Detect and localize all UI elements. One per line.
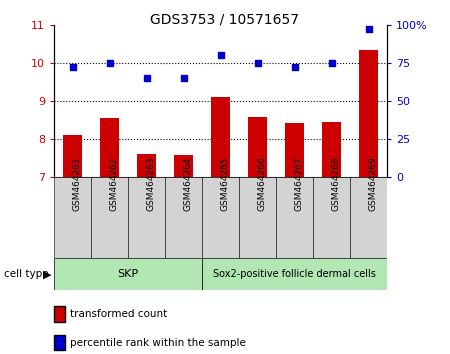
Bar [202,177,239,258]
Text: cell type: cell type [4,269,49,279]
Point [180,75,187,81]
Bar [276,177,313,258]
Bar [100,118,119,177]
Point [291,64,298,70]
Text: GSM464265: GSM464265 [220,156,230,211]
Point [328,60,335,66]
Point [143,75,150,81]
Bar [359,50,378,177]
Text: GSM464267: GSM464267 [294,156,303,211]
Bar [91,177,128,258]
Bar [63,135,82,177]
Bar [54,258,202,290]
Bar [211,97,230,177]
Text: GSM464266: GSM464266 [257,156,266,211]
Text: GSM464269: GSM464269 [369,156,378,211]
Point [69,64,76,70]
Bar [350,177,387,258]
Text: GDS3753 / 10571657: GDS3753 / 10571657 [150,12,300,27]
Text: GSM464263: GSM464263 [147,156,156,211]
Text: GSM464268: GSM464268 [332,156,341,211]
Point [106,60,113,66]
Bar [165,177,202,258]
Point [254,60,261,66]
Bar [174,155,193,177]
Text: ▶: ▶ [43,269,51,279]
Bar [313,177,350,258]
Text: GSM464261: GSM464261 [72,156,81,211]
Bar [137,154,156,177]
Text: transformed count: transformed count [70,309,167,319]
Text: SKP: SKP [117,269,139,279]
Text: percentile rank within the sample: percentile rank within the sample [70,338,246,348]
Text: GSM464262: GSM464262 [109,156,118,211]
Point [217,52,224,58]
Bar [248,117,267,177]
Bar [322,122,341,177]
Bar [128,177,165,258]
Bar [54,177,91,258]
Bar [239,177,276,258]
Text: Sox2-positive follicle dermal cells: Sox2-positive follicle dermal cells [213,269,376,279]
Point [365,27,372,32]
Text: GSM464264: GSM464264 [184,156,193,211]
Bar [285,123,304,177]
Bar [202,258,387,290]
